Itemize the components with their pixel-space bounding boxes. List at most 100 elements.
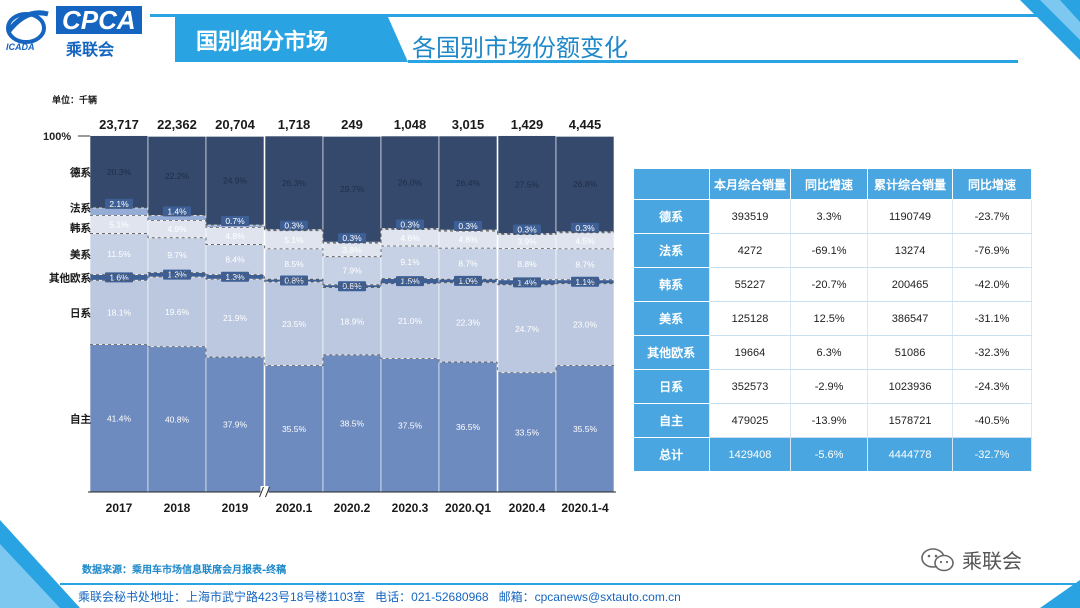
series-label: 自主 (70, 412, 91, 425)
bar-value-label: 21.9% (223, 313, 248, 323)
bar-value-label: 0.3% (575, 223, 595, 233)
bar-value-label: 7.9% (342, 266, 362, 276)
bar-value-label: 24.9% (223, 176, 248, 186)
table-cell: 3.3% (790, 199, 869, 234)
bar-segment-自主 (264, 365, 324, 493)
bar-value-label: 21.0% (398, 316, 423, 326)
bar-value-label: 3.8% (342, 245, 362, 255)
bar-value-label: 4.5% (575, 236, 595, 246)
bar-value-label: 8.8% (517, 259, 537, 269)
label-badge (338, 233, 366, 244)
bar-segment-美系 (205, 244, 265, 275)
bar-total-label: 1,429 (511, 117, 544, 132)
table-row: 自主 479025 -13.9% 1578721 -40.5% (633, 403, 1032, 438)
table-cell: -32.3% (952, 335, 1032, 370)
x-tick-label: 2020.1 (276, 501, 313, 515)
table-header-cell: 同比增速 (952, 168, 1032, 200)
stacked-bar-chart: 41.4% 18.1% 1.6% 11.5% 5.1% 2.1% 20.3% 40.8% 19.… (43, 117, 616, 515)
bar-value-label: 22.3% (456, 317, 481, 327)
section-title: 国别细分市场 (196, 30, 329, 55)
bar-value-label: 23.0% (573, 320, 598, 330)
slide-title: 各国别市场份额变化 (412, 34, 628, 62)
x-tick-label: 2020.2 (334, 501, 371, 515)
bar-value-label: 1.1% (575, 277, 595, 287)
dashed-connector (90, 271, 614, 286)
bar-segment-日系 (322, 287, 382, 356)
table-row-label: 德系 (633, 199, 710, 234)
bar-value-label: 27.5% (515, 180, 540, 190)
bar-total-label: 1,048 (394, 117, 427, 132)
wechat-watermark: 乘联会 (920, 545, 1022, 574)
bar-value-label: 40.8% (165, 414, 190, 424)
footer-decoration (0, 520, 1080, 608)
table-cell: -40.5% (952, 403, 1032, 438)
bar-value-label: 8.7% (458, 259, 478, 269)
bar-total-label: 22,362 (157, 117, 197, 132)
label-badge (571, 276, 599, 287)
bar-total-label: 20,704 (215, 117, 256, 132)
footer-contact: 乘联会秘书处地址：上海市武宁路423号18号楼1103室 电话：021-5268… (78, 590, 681, 604)
watermark-text: 乘联会 (962, 549, 1022, 573)
table-cell: 352573 (709, 369, 792, 404)
table-row: 法系 4272 -69.1% 13274 -76.9% (633, 233, 1032, 268)
table-cell: -31.1% (952, 301, 1032, 336)
label-badge (571, 222, 599, 233)
bar-value-label: 9.7% (167, 250, 187, 260)
bar-value-label: 8.5% (284, 259, 304, 269)
table-row: 日系 352573 -2.9% 1023936 -24.3% (633, 369, 1032, 404)
bar-segment-自主 (147, 346, 207, 493)
bar-segment-美系 (147, 237, 207, 273)
series-label: 德系 (69, 166, 91, 179)
table-header-cell: 本月综合销量 (708, 168, 792, 200)
bar-value-label: 1.0% (458, 276, 478, 286)
label-badge (280, 220, 308, 231)
bar-segment-自主 (205, 356, 265, 493)
dashed-connector (90, 233, 614, 258)
table-cell: 386547 (867, 301, 954, 336)
table-header-cell (633, 168, 710, 200)
dashed-connector (90, 214, 614, 244)
bar-segment-德系 (555, 136, 615, 233)
bar-value-label: 26.0% (398, 177, 423, 187)
bar-value-label: 37.5% (398, 420, 423, 430)
wechat-icon (921, 547, 954, 571)
table-total-row: 总计 1429408 -5.6% 4444778 -32.7% (633, 437, 1032, 471)
cpca-logo-emblem-icon (6, 10, 49, 44)
table-row: 其他欧系 19664 6.3% 51086 -32.3% (633, 335, 1032, 370)
table-cell: 4272 (709, 233, 792, 268)
bar-value-label: 37.9% (223, 420, 248, 430)
x-tick-label: 2019 (222, 501, 249, 515)
table-cell: 6.3% (790, 335, 869, 370)
table-cell: 51086 (867, 335, 954, 370)
bar-segment-美系 (322, 256, 382, 286)
table-row-label: 韩系 (633, 267, 710, 302)
bar-value-label: 23.5% (282, 319, 307, 329)
label-badge (338, 281, 366, 292)
table-row-label: 其他欧系 (633, 335, 710, 370)
bar-segment-德系 (147, 136, 207, 216)
bar-value-label: 35.5% (573, 424, 598, 434)
x-tick-label: 2017 (106, 501, 133, 515)
bar-value-label: 8.7% (575, 259, 595, 269)
bar-value-label: 0.8% (284, 276, 304, 286)
table-cell: -76.9% (952, 233, 1032, 268)
bar-value-label: 0.3% (400, 220, 420, 230)
label-badge (163, 206, 191, 217)
table-row: 韩系 55227 -20.7% 200465 -42.0% (633, 267, 1032, 302)
bar-value-label: 41.4% (107, 413, 132, 423)
bar-value-label: 0.3% (517, 225, 537, 235)
table-cell: -24.3% (952, 369, 1032, 404)
bar-value-label: 24.7% (515, 324, 540, 334)
table-row-label: 美系 (633, 301, 710, 336)
table-cell: 479025 (709, 403, 792, 438)
bar-segment-自主 (438, 361, 498, 493)
x-tick-label: 2020.1-4 (561, 501, 609, 515)
bar-value-label: 4.9% (167, 224, 187, 234)
bar-segment-美系 (264, 248, 324, 280)
x-tick-label: 2020.4 (509, 501, 546, 515)
bar-value-label: 33.5% (515, 427, 540, 437)
bar-value-label: 2.1% (109, 199, 129, 209)
series-label: 美系 (70, 248, 91, 261)
logo-sub: ICADA (6, 42, 35, 52)
bar-value-label: 26.3% (282, 178, 307, 188)
